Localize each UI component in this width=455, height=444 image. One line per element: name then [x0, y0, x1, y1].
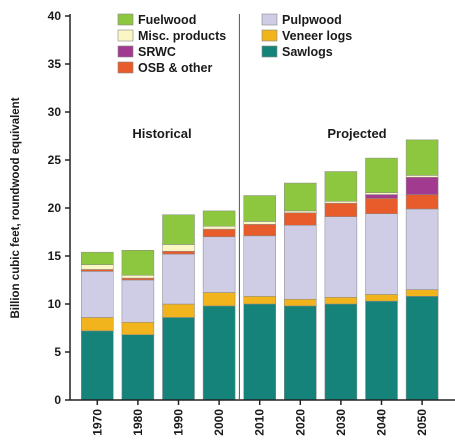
y-axis-title: Billion cubic feet, roundwood equivalent [10, 97, 22, 318]
bar-segment-pulpwood-2010 [243, 235, 276, 297]
bar-segment-pulpwood-1980 [121, 279, 155, 323]
bar-segment-sawlogs-2030 [324, 303, 358, 401]
bar-segment-sawlogs-1970 [81, 330, 114, 401]
bar-segment-fuelwood-2000 [202, 210, 236, 227]
bar-segment-fuelwood-1980 [121, 249, 155, 276]
bar-segment-fuelwood-1970 [81, 251, 114, 265]
x-tick-label: 2030 [334, 409, 348, 436]
bar-segment-fuelwood-2050 [405, 139, 439, 176]
bar-segment-misc-products-2030 [324, 201, 358, 204]
legend-swatch [261, 45, 278, 58]
y-tick-label: 10 [48, 297, 62, 311]
y-tick-label: 30 [48, 105, 62, 119]
bar-segment-fuelwood-1990 [162, 214, 195, 245]
bar-segment-fuelwood-2010 [243, 195, 276, 222]
legend-swatch [117, 13, 134, 26]
bar-segment-veneer-logs-1980 [121, 321, 155, 335]
bar-segment-osb-other-1970 [81, 269, 114, 272]
y-tick-label: 15 [48, 249, 62, 263]
bar-segment-sawlogs-2020 [284, 305, 317, 401]
bar-segment-fuelwood-2030 [324, 171, 358, 202]
bar-segment-osb-other-2020 [284, 212, 317, 226]
bar-segment-osb-other-2050 [405, 194, 439, 210]
bar-segment-sawlogs-1980 [121, 334, 155, 401]
historical-annotation: Historical [132, 126, 191, 141]
bar-segment-pulpwood-2000 [202, 236, 236, 293]
bar-segment-sawlogs-2000 [202, 305, 236, 401]
legend-label: Fuelwood [138, 13, 196, 27]
bar-segment-pulpwood-2030 [324, 216, 358, 298]
bar-segment-misc-products-1990 [162, 244, 195, 252]
x-tick-label: 2000 [212, 409, 226, 436]
bar-segment-pulpwood-1990 [162, 253, 195, 305]
y-tick-label: 40 [48, 9, 62, 23]
legend-label: Misc. products [138, 29, 226, 43]
bar-segment-fuelwood-2020 [284, 182, 317, 212]
y-tick-label: 25 [48, 153, 62, 167]
bar-segment-veneer-logs-1970 [81, 317, 114, 332]
bar-segment-osb-other-2010 [243, 224, 276, 237]
bar-segment-sawlogs-2010 [243, 303, 276, 401]
legend-swatch [117, 29, 134, 42]
legend-swatch [261, 13, 278, 26]
bar-segment-misc-products-2000 [202, 225, 236, 230]
legend-swatch [117, 45, 134, 58]
y-tick-label: 5 [54, 345, 61, 359]
bar-segment-pulpwood-2020 [284, 225, 317, 300]
bar-segment-misc-products-2010 [243, 221, 276, 225]
bar-segment-veneer-logs-2050 [405, 289, 439, 297]
bar-segment-misc-products-2040 [365, 192, 398, 195]
bar-segment-pulpwood-2040 [365, 213, 398, 295]
legend-label: Sawlogs [282, 45, 333, 59]
bar-segment-osb-other-1990 [162, 250, 195, 255]
x-tick-label: 1980 [131, 409, 145, 436]
bar-segment-sawlogs-2050 [405, 296, 439, 401]
bar-segment-srwc-2050 [405, 177, 439, 195]
x-tick-label: 2020 [293, 409, 307, 436]
y-axis-title-group: Billion cubic feet, roundwood equivalent [10, 97, 22, 318]
bar-segment-pulpwood-2050 [405, 208, 439, 290]
legend-label: Veneer logs [282, 29, 352, 43]
bar-segment-misc-products-1980 [121, 274, 155, 279]
bar-segment-osb-other-2030 [324, 202, 358, 217]
axes [69, 14, 455, 401]
projected-annotation: Projected [327, 126, 386, 141]
bar-segment-veneer-logs-2020 [284, 298, 317, 307]
x-tick-label: 2050 [415, 409, 429, 436]
bars [81, 139, 439, 401]
bar-segment-pulpwood-1970 [81, 271, 114, 318]
bar-segment-osb-other-1980 [121, 277, 155, 281]
x-tick-label: 1970 [90, 409, 104, 436]
y-tick-label: 35 [48, 57, 62, 71]
bar-segment-sawlogs-2040 [365, 300, 398, 401]
y-tick-label: 20 [48, 201, 62, 215]
bar-segment-misc-products-1970 [81, 264, 114, 270]
bar-segment-veneer-logs-1990 [162, 303, 195, 318]
legend-label: OSB & other [138, 61, 212, 75]
bar-segment-veneer-logs-2030 [324, 297, 358, 305]
legend-swatch [261, 29, 278, 42]
x-tick-label: 2040 [375, 409, 389, 436]
bar-segment-misc-products-2020 [284, 210, 317, 214]
x-tick-label: 1990 [172, 409, 186, 436]
bar-segment-veneer-logs-2000 [202, 292, 236, 307]
bar-segment-osb-other-2040 [365, 198, 398, 215]
y-tick-label: 0 [54, 393, 61, 407]
x-tick-label: 2010 [253, 409, 267, 436]
bar-segment-osb-other-2000 [202, 228, 236, 238]
legend: Fuelwood Misc. products SRWC OSB & other Pul… [117, 13, 352, 75]
legend-swatch [117, 61, 134, 74]
bar-segment-srwc-2040 [365, 194, 398, 199]
legend-label: Pulpwood [282, 13, 342, 27]
x-axis-ticks: 1970 1980 1990 2000 2010 2020 2030 2040 2050 [90, 400, 429, 436]
legend-label: SRWC [138, 45, 176, 59]
bar-segment-sawlogs-1990 [162, 317, 195, 401]
bar-segment-veneer-logs-2010 [243, 296, 276, 305]
bar-segment-misc-products-2050 [405, 175, 439, 178]
y-axis-ticks: 0 5 10 15 20 25 30 35 40 [48, 9, 70, 407]
bar-segment-veneer-logs-2040 [365, 294, 398, 302]
bar-segment-fuelwood-2040 [365, 157, 398, 193]
